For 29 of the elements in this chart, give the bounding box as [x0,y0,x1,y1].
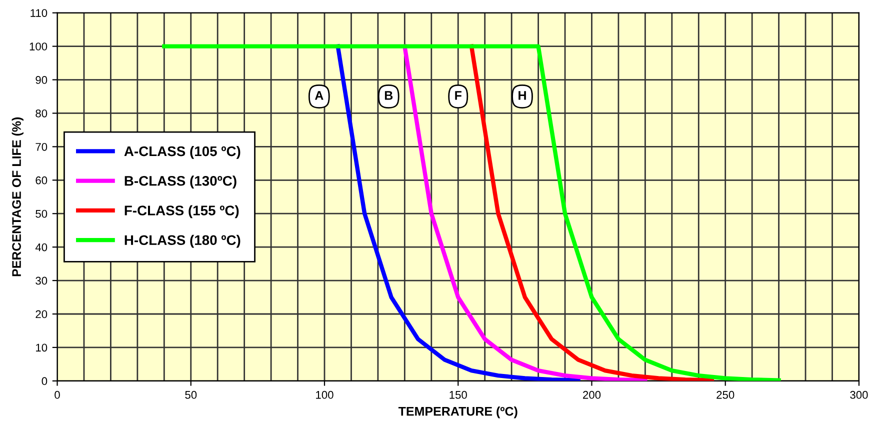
x-tick-label: 200 [583,390,601,399]
legend-label: H-CLASS (180 ºC) [124,234,240,248]
legend-label: A-CLASS (105 ºC) [124,146,240,159]
y-tick-label: 110 [30,9,48,17]
y-tick-label: 10 [36,344,48,352]
y-tick-label: 20 [36,310,48,318]
x-axis-title: TEMPERATURE (ºC) [398,406,518,418]
y-tick-label: 60 [36,176,48,184]
x-tick-label: 150 [450,390,467,399]
y-tick-label: 70 [36,142,48,151]
y-tick-label: 50 [36,210,48,218]
y-tick-label: 100 [30,42,48,50]
legend-label: F-CLASS (155 ºC) [124,205,239,218]
y-axis-title: PERCENTAGE OF LIFE (%) [12,117,24,276]
annotation: F [455,91,462,100]
y-tick-label: 80 [36,109,48,118]
annotation: A [314,91,324,100]
x-tick-label: 250 [716,390,734,399]
x-tick-label: 50 [185,390,197,399]
y-tick-label: 0 [42,377,48,386]
y-tick-label: 90 [36,76,48,84]
annotation: H [518,91,526,100]
annotation: B [384,91,393,100]
y-tick-label: 30 [36,276,48,285]
x-tick-label: 0 [54,390,60,399]
legend-label: B-CLASS (130ºC) [124,176,236,189]
y-tick-label: 40 [35,243,48,252]
x-tick-label: 100 [316,390,334,399]
x-tick-label: 300 [850,390,868,399]
